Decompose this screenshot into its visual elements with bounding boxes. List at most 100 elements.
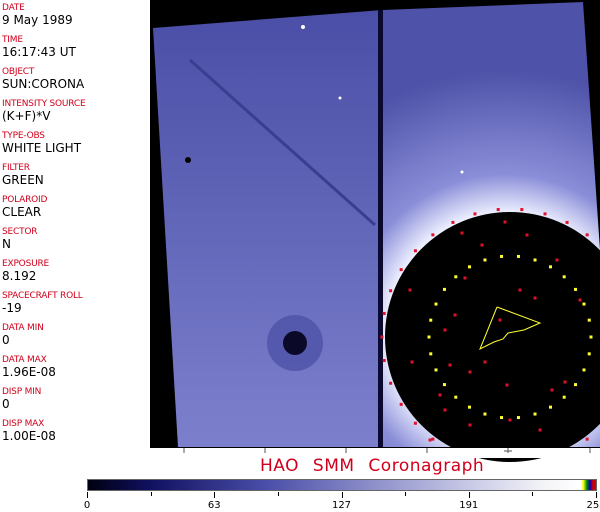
- bright-point: [301, 25, 305, 29]
- red-marker: [525, 233, 529, 237]
- red-marker: [463, 276, 467, 280]
- colorbar-tick-label: 0: [83, 500, 91, 511]
- field-label: DISP MAX: [2, 419, 45, 429]
- colorbar-tick-label: 255: [586, 500, 600, 511]
- field-value: 1.00E-08: [2, 429, 56, 443]
- yellow-marker: [483, 412, 487, 416]
- red-marker: [451, 220, 455, 224]
- yellow-marker: [429, 352, 433, 356]
- red-marker: [483, 360, 487, 364]
- field-label: DATE: [2, 3, 25, 13]
- colorbar-tick: [214, 492, 216, 498]
- red-marker: [382, 359, 386, 363]
- yellow-marker: [516, 254, 520, 258]
- red-marker: [565, 220, 569, 224]
- field-label: DATA MAX: [2, 355, 47, 365]
- field-value: WHITE LIGHT: [2, 141, 82, 155]
- field-value: GREEN: [2, 173, 44, 187]
- colorbar: [87, 479, 597, 491]
- field-label: SECTOR: [2, 227, 38, 237]
- field-label: DISP MIN: [2, 387, 42, 397]
- colorbar-tick-label: 127: [331, 500, 352, 511]
- yellow-marker: [533, 412, 537, 416]
- field-intensity-source: INTENSITY SOURCE (K+F)*V: [2, 99, 86, 123]
- red-marker: [389, 381, 393, 385]
- red-marker: [453, 313, 457, 317]
- field-label: DATA MIN: [2, 323, 44, 333]
- yellow-marker: [589, 335, 593, 339]
- colorbar-tick: [341, 492, 343, 498]
- field-label: INTENSITY SOURCE: [2, 99, 86, 109]
- colorbar-tick: [532, 492, 534, 496]
- field-spacecraft-roll: SPACECRAFT ROLL -19: [2, 291, 83, 315]
- red-marker: [448, 363, 452, 367]
- field-label: TIME: [2, 35, 23, 45]
- bright-point: [460, 170, 464, 174]
- field-value: 8.192: [2, 269, 37, 283]
- yellow-marker: [454, 275, 458, 279]
- instrument-title: HAO SMM Coronagraph: [260, 456, 485, 476]
- red-marker: [428, 438, 432, 442]
- field-date: DATE 9 May 1989: [2, 3, 73, 27]
- red-marker: [382, 311, 386, 315]
- bright-point: [338, 96, 342, 100]
- red-marker: [508, 418, 512, 422]
- red-marker: [413, 249, 417, 253]
- field-exposure: EXPOSURE 8.192: [2, 259, 49, 283]
- colorbar-tick: [468, 492, 470, 498]
- yellow-marker: [427, 335, 431, 339]
- header-panel: DATE 9 May 1989 TIME 16:17:43 UT OBJECT SUN:C…: [0, 0, 151, 448]
- colorbar-tick: [596, 492, 597, 498]
- yellow-marker: [429, 318, 433, 322]
- red-marker: [585, 233, 589, 237]
- yellow-marker: [442, 383, 446, 387]
- red-marker: [505, 383, 509, 387]
- left-panel-image: [153, 10, 382, 447]
- pylon-streak: [189, 58, 376, 227]
- triangle-outline: [479, 306, 542, 351]
- yellow-marker: [549, 265, 552, 269]
- yellow-marker: [468, 265, 471, 269]
- red-marker: [533, 296, 537, 300]
- field-label: FILTER: [2, 163, 30, 173]
- field-disp-max: DISP MAX 1.00E-08: [2, 419, 56, 443]
- red-marker: [496, 208, 500, 212]
- yellow-marker: [483, 258, 487, 262]
- yellow-marker: [562, 395, 566, 399]
- red-marker: [468, 370, 472, 374]
- field-value: -19: [2, 301, 22, 315]
- yellow-marker: [549, 405, 552, 409]
- field-object: OBJECT SUN:CORONA: [2, 67, 84, 91]
- yellow-marker: [500, 416, 504, 420]
- field-value: SUN:CORONA: [2, 77, 85, 91]
- field-data-min: DATA MIN 0: [2, 323, 44, 347]
- red-marker: [410, 360, 414, 364]
- colorbar-tick-label: 63: [207, 500, 221, 511]
- red-marker: [408, 288, 412, 292]
- field-label: POLAROID: [2, 195, 48, 205]
- red-marker: [498, 318, 502, 322]
- field-value: (K+F)*V: [2, 109, 51, 123]
- red-marker: [380, 335, 384, 339]
- field-polaroid: POLAROID CLEAR: [2, 195, 47, 219]
- red-marker: [389, 289, 393, 293]
- red-marker: [473, 212, 477, 216]
- yellow-marker: [442, 287, 446, 291]
- red-marker: [399, 268, 403, 272]
- split-line: [378, 10, 383, 447]
- yellow-marker: [500, 254, 504, 258]
- field-sector: SECTOR N: [2, 227, 38, 251]
- yellow-marker: [587, 352, 591, 356]
- red-marker: [399, 402, 403, 406]
- yellow-marker: [434, 302, 438, 306]
- red-marker: [585, 437, 589, 441]
- colorbar-tick: [150, 492, 152, 496]
- yellow-marker: [587, 318, 591, 322]
- yellow-marker: [533, 258, 537, 262]
- field-time: TIME 16:17:43 UT: [2, 35, 76, 59]
- red-marker: [538, 428, 542, 432]
- field-label: SPACECRAFT ROLL: [2, 291, 83, 301]
- dust-spot-small: [185, 157, 191, 163]
- yellow-marker: [582, 302, 586, 306]
